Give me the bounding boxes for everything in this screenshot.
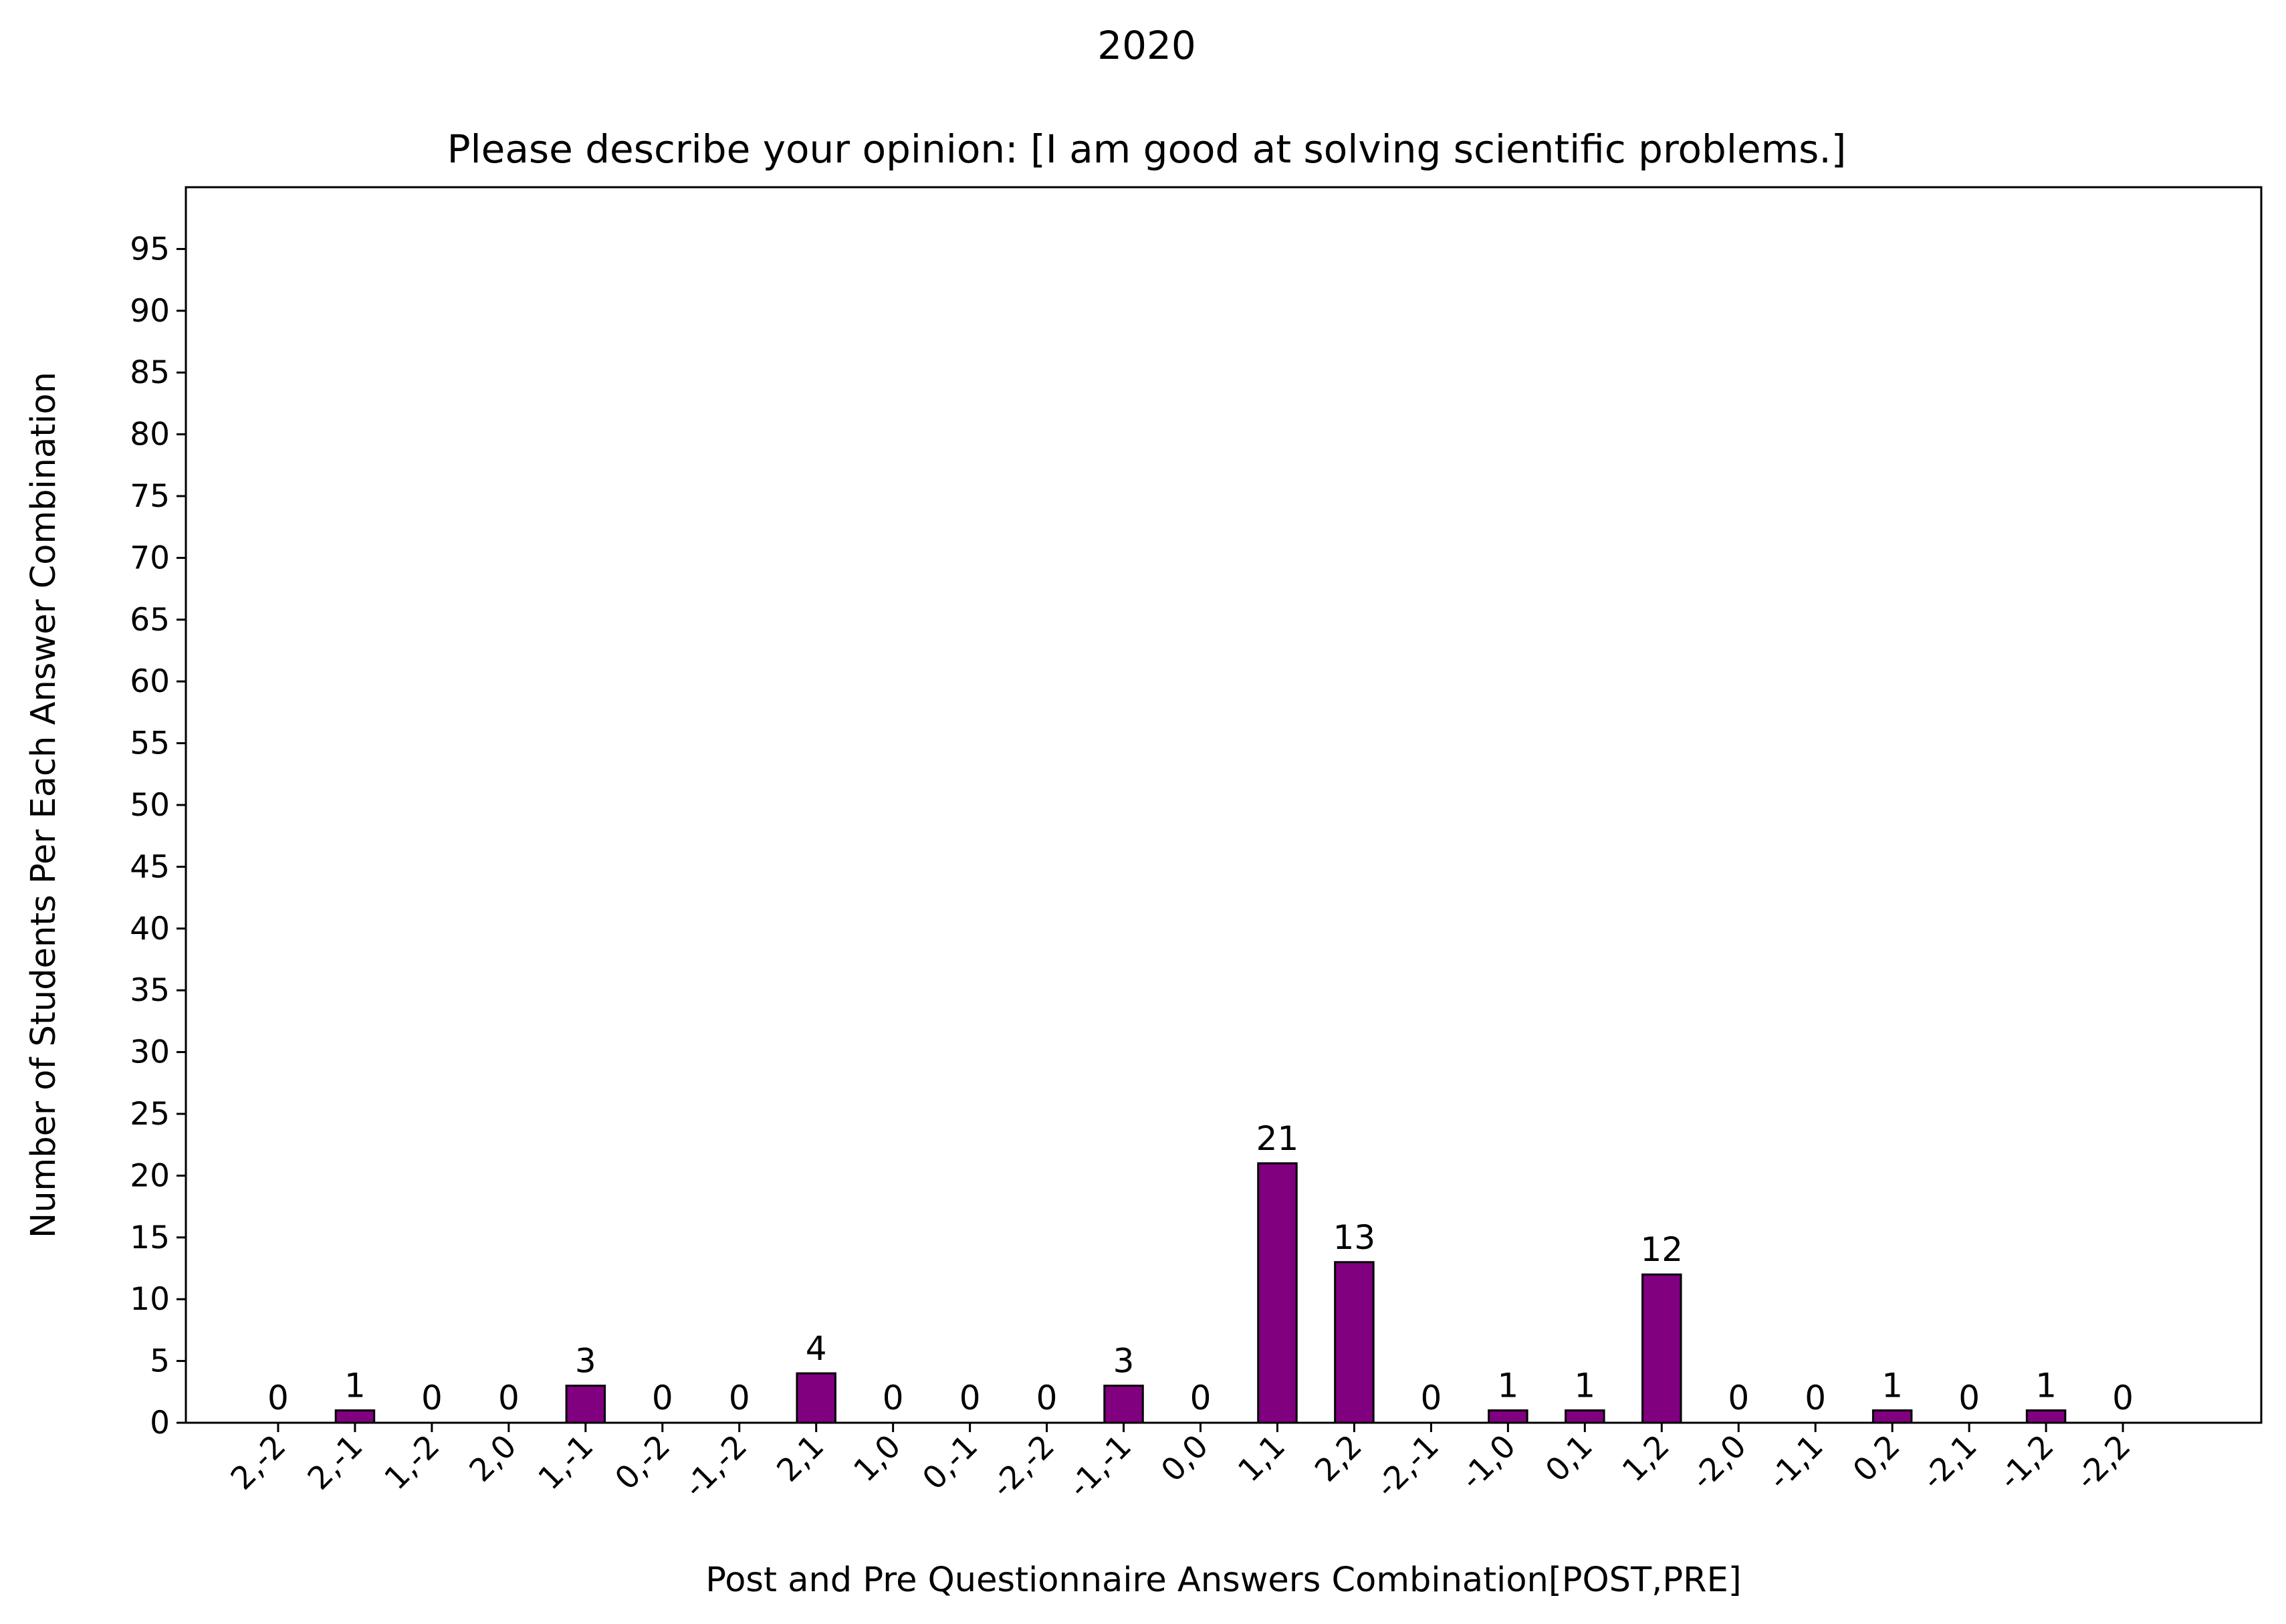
y-axis-tick-labels: 0 5 10 15 20 25 30 35 40 45 50 55 60 65 70 75 80 85 90 95	[130, 231, 186, 1441]
bar-value-label: 0	[652, 1379, 673, 1417]
bar-value-label: 0	[498, 1379, 520, 1417]
bar	[1871, 1409, 1913, 1424]
bar	[1257, 1162, 1298, 1424]
y-tick-label: 90	[130, 293, 170, 330]
plot-frame	[185, 186, 2263, 1424]
y-tick-label: 95	[130, 231, 170, 267]
bar-value-label: 0	[883, 1379, 904, 1417]
bar-value-label: 1	[2035, 1367, 2057, 1405]
bar	[796, 1372, 836, 1424]
bar-value-label: 0	[1958, 1379, 1980, 1417]
y-tick-label: 40	[130, 911, 170, 947]
bar	[2025, 1409, 2067, 1424]
y-tick-label: 80	[130, 417, 170, 453]
bar	[1565, 1409, 1605, 1424]
y-tick-label: 5	[150, 1343, 170, 1380]
y-tick-label: 55	[130, 725, 170, 762]
y-tick-label: 10	[130, 1281, 170, 1318]
y-tick-label: 30	[130, 1034, 170, 1071]
y-tick-label: 75	[130, 478, 170, 515]
bar	[1641, 1273, 1682, 1424]
bar-value-label: 3	[1113, 1342, 1135, 1381]
bar	[565, 1385, 606, 1424]
bar-value-label: 1	[1574, 1367, 1595, 1405]
y-tick-label: 85	[130, 354, 170, 391]
x-axis-title: Post and Pre Questionnaire Answers Combi…	[705, 1560, 1741, 1600]
y-axis-title: Number of Students Per Each Answer Combi…	[24, 372, 64, 1238]
bar-value-label: 0	[1805, 1379, 1826, 1417]
bar-value-label: 0	[1420, 1379, 1442, 1417]
bar-value-label: 0	[1036, 1379, 1058, 1417]
y-tick-label: 35	[130, 972, 170, 1009]
bar-value-label: 4	[806, 1329, 827, 1368]
bar-value-label: 0	[1728, 1379, 1749, 1417]
chart-suptitle: 2020	[1097, 23, 1196, 68]
bar	[1334, 1261, 1375, 1424]
y-tick-label: 25	[130, 1096, 170, 1133]
bar	[1103, 1385, 1144, 1424]
y-tick-label: 60	[130, 663, 170, 700]
bars-layer	[334, 1162, 2067, 1424]
bar-value-label: 0	[2112, 1379, 2134, 1417]
bar-value-label: 12	[1640, 1230, 1683, 1269]
y-tick-label: 0	[150, 1405, 170, 1441]
bar-value-label: 0	[1190, 1379, 1212, 1417]
y-tick-label: 15	[130, 1220, 170, 1256]
y-tick-label: 20	[130, 1157, 170, 1194]
bar-value-label: 21	[1256, 1119, 1299, 1158]
y-tick-label: 65	[130, 602, 170, 639]
bar-value-label: 1	[1881, 1367, 1903, 1405]
bar-value-label: 13	[1333, 1218, 1376, 1257]
y-tick-label: 70	[130, 540, 170, 576]
bar-value-label: 1	[1497, 1367, 1518, 1405]
bar	[334, 1409, 376, 1424]
y-tick-label: 45	[130, 848, 170, 885]
bar-value-label: 0	[421, 1379, 443, 1417]
bar-value-labels: 0 1 0 0 3 0 0 4 0 0 0 3 0 21 13 0 1 1 12 0 0 1 0 1 0	[267, 1119, 2134, 1417]
bar-value-label: 3	[575, 1342, 596, 1381]
bar	[1488, 1409, 1528, 1424]
bar-value-label: 0	[729, 1379, 750, 1417]
bar-value-label: 0	[267, 1379, 289, 1417]
y-tick-label: 50	[130, 787, 170, 824]
bar-value-label: 0	[959, 1379, 981, 1417]
chart-title: Please describe your opinion: [I am good…	[447, 126, 1847, 172]
bar-value-label: 1	[344, 1367, 366, 1405]
